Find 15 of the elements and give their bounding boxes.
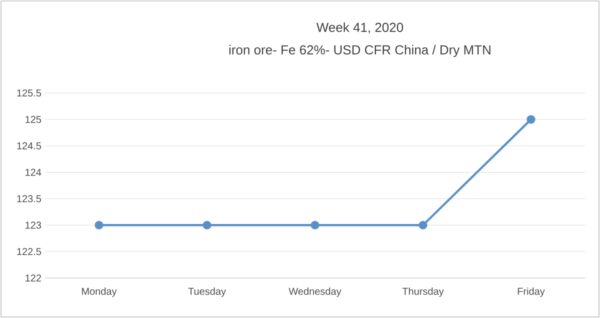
y-tick-label: 125.5 [17, 89, 42, 97]
y-tick-label: 123.5 [17, 195, 42, 202]
y-tick-label: 123 [26, 222, 42, 229]
y-tick-label: 124.5 [17, 142, 42, 150]
y-tick-label: 125 [26, 116, 42, 123]
y-tick-label: 122 [26, 274, 41, 282]
x-tick-label: Thursday [402, 288, 444, 297]
x-tick-label: Tuesday [188, 288, 226, 297]
x-tick-label: Monday [82, 288, 117, 297]
y-tick-label: 122.5 [17, 248, 42, 256]
x-tick-label: Friday [518, 288, 545, 297]
chart-subtitle: iron ore- Fe 62%- USD CFR China / Dry MTN [229, 44, 490, 58]
x-tick-label: Wednesday [288, 288, 342, 297]
y-tick-label: 124 [26, 168, 42, 176]
chart-title: Week 41, 2020 [316, 22, 404, 34]
